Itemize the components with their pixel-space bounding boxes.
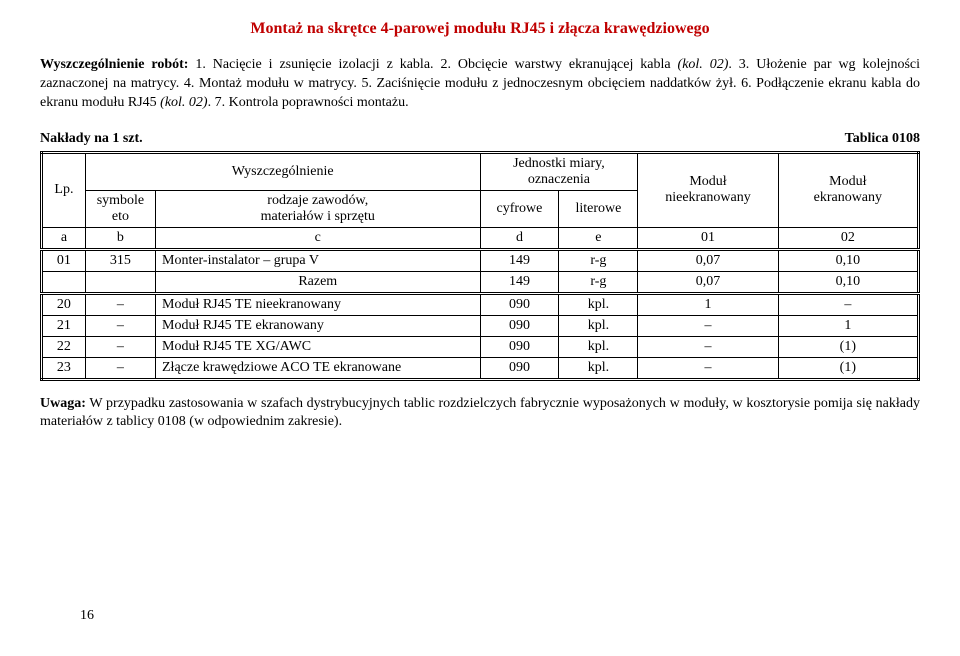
th-mod-nie: Modułnieekranowany [638, 152, 778, 227]
th-mod-ekr: Modułekranowany [778, 152, 918, 227]
cell [42, 271, 86, 293]
page-number: 16 [80, 608, 94, 624]
cell: – [638, 336, 778, 357]
cell: 0,10 [778, 249, 918, 271]
cell: Monter-instalator – grupa V [156, 249, 481, 271]
cell: – [778, 293, 918, 315]
lr-b: b [85, 227, 155, 249]
cell: 0,07 [638, 249, 778, 271]
table-row: 23 – Złącze krawędziowe ACO TE ekranowan… [42, 357, 919, 379]
cell: (1) [778, 357, 918, 379]
cell: – [85, 357, 155, 379]
cell: Razem [156, 271, 481, 293]
naklad-row: Nakłady na 1 szt. Tablica 0108 [40, 131, 920, 147]
cell: 0,10 [778, 271, 918, 293]
cell: (1) [778, 336, 918, 357]
tablica-label: Tablica 0108 [845, 131, 920, 147]
lr-a: a [42, 227, 86, 249]
cell: 0,07 [638, 271, 778, 293]
razem-row: Razem 149 r-g 0,07 0,10 [42, 271, 919, 293]
lr-d: d [480, 227, 559, 249]
cell: – [85, 315, 155, 336]
table-row: 22 – Moduł RJ45 TE XG/AWC 090 kpl. – (1) [42, 336, 919, 357]
table-row: 01 315 Monter-instalator – grupa V 149 r… [42, 249, 919, 271]
th-lp: Lp. [42, 152, 86, 227]
cell: – [638, 357, 778, 379]
lr-01: 01 [638, 227, 778, 249]
page-title: Montaż na skrętce 4-parowej modułu RJ45 … [40, 20, 920, 38]
table-body: 01 315 Monter-instalator – grupa V 149 r… [42, 249, 919, 379]
th-symbole: symboleeto [85, 190, 155, 227]
th-cyfrowe: cyfrowe [480, 190, 559, 227]
th-literowe: literowe [559, 190, 638, 227]
cell: 090 [480, 357, 559, 379]
th-jm: Jednostki miary,oznaczenia [480, 152, 638, 190]
cell: 315 [85, 249, 155, 271]
desc-lead: Wyszczególnienie robót: [40, 57, 188, 72]
cell: 23 [42, 357, 86, 379]
th-rodzaje: rodzaje zawodów,materiałów i sprzętu [156, 190, 481, 227]
cell: kpl. [559, 293, 638, 315]
uwaga-body: W przypadku zastosowania w szafach dystr… [40, 396, 920, 429]
lr-e: e [559, 227, 638, 249]
footer-note: Uwaga: W przypadku zastosowania w szafac… [40, 395, 920, 431]
cell: kpl. [559, 336, 638, 357]
cell [85, 271, 155, 293]
cell: – [85, 293, 155, 315]
cell: 090 [480, 315, 559, 336]
cell: kpl. [559, 357, 638, 379]
uwaga-lead: Uwaga: [40, 396, 86, 411]
cell: Moduł RJ45 TE XG/AWC [156, 336, 481, 357]
cell: 20 [42, 293, 86, 315]
cell: 1 [638, 293, 778, 315]
lr-02: 02 [778, 227, 918, 249]
table-row: 21 – Moduł RJ45 TE ekranowany 090 kpl. –… [42, 315, 919, 336]
cell: – [85, 336, 155, 357]
cell: 149 [480, 249, 559, 271]
cell: kpl. [559, 315, 638, 336]
description-paragraph: Wyszczególnienie robót: 1. Nacięcie i zs… [40, 56, 920, 113]
cell: 1 [778, 315, 918, 336]
cell: 21 [42, 315, 86, 336]
letter-row: a b c d e 01 02 [42, 227, 919, 249]
cell: – [638, 315, 778, 336]
naklad-label: Nakłady na 1 szt. [40, 131, 143, 147]
cell: 090 [480, 336, 559, 357]
cell: Złącze krawędziowe ACO TE ekranowane [156, 357, 481, 379]
lr-c: c [156, 227, 481, 249]
cell: r-g [559, 271, 638, 293]
cell: Moduł RJ45 TE nieekranowany [156, 293, 481, 315]
cell: Moduł RJ45 TE ekranowany [156, 315, 481, 336]
th-wysz: Wyszczególnienie [85, 152, 480, 190]
cell: 090 [480, 293, 559, 315]
cell: 22 [42, 336, 86, 357]
page: Montaż na skrętce 4-parowej modułu RJ45 … [40, 20, 920, 636]
cell: 149 [480, 271, 559, 293]
table-row: 20 – Moduł RJ45 TE nieekranowany 090 kpl… [42, 293, 919, 315]
cell: r-g [559, 249, 638, 271]
cost-table: Lp. Wyszczególnienie Jednostki miary,ozn… [40, 151, 920, 381]
cell: 01 [42, 249, 86, 271]
table-head: Lp. Wyszczególnienie Jednostki miary,ozn… [42, 152, 919, 249]
